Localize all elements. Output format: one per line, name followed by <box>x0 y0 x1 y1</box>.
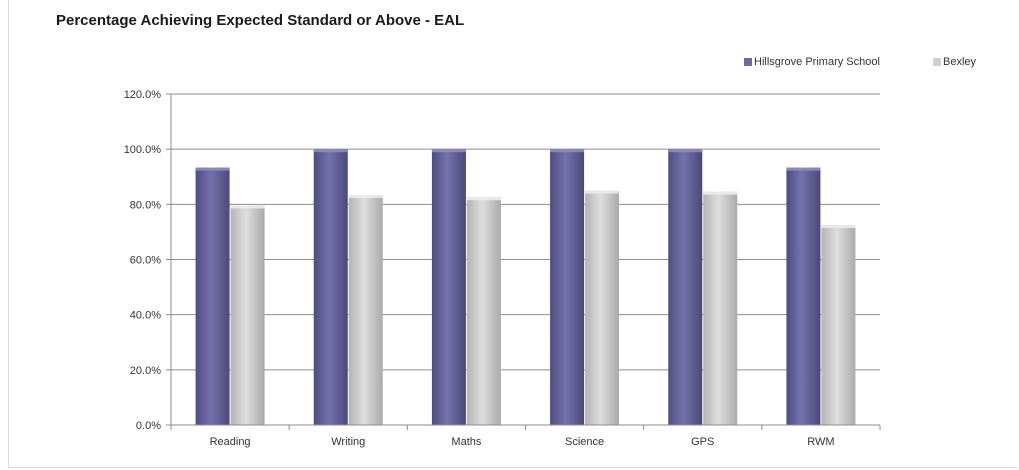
x-tick-label: Maths <box>451 436 481 448</box>
legend-item-hillsgrove: Hillsgrove Primary School <box>744 56 880 68</box>
bar-top-bevel <box>703 191 738 195</box>
bar-bexley-maths <box>466 197 501 425</box>
legend-swatch-hillsgrove <box>744 58 752 66</box>
y-tick-label: 60.0% <box>130 255 161 267</box>
bar-top-bevel <box>585 190 620 194</box>
x-tick-label: GPS <box>691 436 714 448</box>
bar-hillsgrove-primary-school-reading <box>195 167 230 425</box>
y-tick-label: 120.0% <box>124 89 162 101</box>
bar-top-bevel <box>195 167 230 171</box>
x-tick-label: Science <box>565 436 604 448</box>
legend-item-bexley: Bexley <box>933 56 976 68</box>
bar-bexley-science <box>585 190 620 425</box>
bar-top-bevel <box>348 194 383 198</box>
y-tick-label: 40.0% <box>130 310 161 322</box>
bar-top-bevel <box>230 205 265 209</box>
legend-label-hillsgrove: Hillsgrove Primary School <box>754 56 880 68</box>
x-tick-label: RWM <box>807 436 834 448</box>
x-tick-label: Writing <box>331 436 365 448</box>
bar-top-bevel <box>786 167 821 171</box>
legend-label-bexley: Bexley <box>943 56 977 68</box>
bar-hillsgrove-primary-school-maths <box>431 149 466 425</box>
bar-top-bevel <box>550 149 585 153</box>
bar-bexley-writing <box>348 194 383 425</box>
bar-bexley-gps <box>703 191 738 425</box>
y-tick-label: 100.0% <box>124 144 162 156</box>
chart-title: Percentage Achieving Expected Standard o… <box>56 12 465 29</box>
bar-hillsgrove-primary-school-writing <box>313 149 348 425</box>
bar-hillsgrove-primary-school-gps <box>668 149 703 425</box>
x-tick-label: Reading <box>210 436 251 448</box>
bar-bexley-reading <box>230 205 265 425</box>
legend-swatch-bexley <box>933 58 941 66</box>
y-tick-label: 80.0% <box>130 199 161 211</box>
bar-top-bevel <box>313 149 348 153</box>
bar-top-bevel <box>431 149 466 153</box>
y-tick-label: 0.0% <box>136 420 161 432</box>
bar-top-bevel <box>821 225 856 229</box>
bar-hillsgrove-primary-school-science <box>550 149 585 425</box>
y-tick-label: 20.0% <box>130 365 161 377</box>
legend: Hillsgrove Primary School Bexley <box>0 56 1019 72</box>
bar-top-bevel <box>668 149 703 153</box>
bar-hillsgrove-primary-school-rwm <box>786 167 821 425</box>
bar-top-bevel <box>466 197 501 201</box>
bar-bexley-rwm <box>821 225 856 425</box>
